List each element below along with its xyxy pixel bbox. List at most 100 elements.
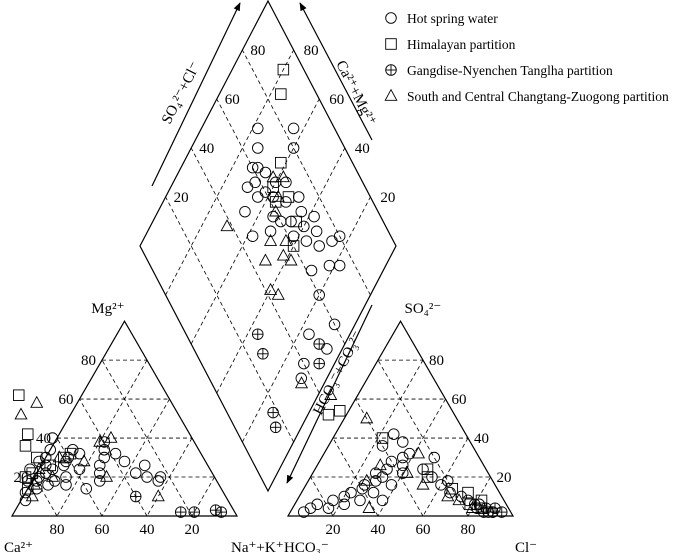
axis-labels: Ca²⁺Mg²⁺Na⁺+K⁺ HCO₃⁻SO₄²⁻Cl⁻SO₄²⁻+Cl⁻ Ca²⁺… [4, 58, 537, 553]
diamond-left-tick-20: 20 [174, 190, 189, 206]
cation-bottom-tick-80: 80 [50, 522, 65, 538]
tick-labels: 80 60 40 20 20 40 60 80 20 40 60 80 20 40 60 80 80 60 40 20… [14, 43, 512, 538]
diamond-point-triangle-8 [276, 248, 290, 261]
anion-point-triangle-6 [416, 477, 430, 490]
diamond-point-circle-8 [280, 176, 292, 189]
diamond-point-circle-0 [246, 161, 259, 174]
legend-entry-circle-plus: Gangdise-Nyenchen Tanglha partition [385, 63, 613, 78]
anion-point-circle-6 [338, 490, 351, 503]
cation-point-triangle-2 [93, 434, 107, 447]
diamond-point-circle-plus-4 [313, 357, 325, 370]
legend-label-triangle: South and Central Changtang-Zuogong part… [407, 89, 669, 104]
diamond-right-tick-60: 60 [329, 92, 344, 108]
cation-point-circle-plus-3 [209, 504, 222, 516]
diamond-point-circle-plus-1 [269, 421, 282, 434]
diamond-grid-b-40 [190, 147, 320, 394]
cation-point-circle-3 [33, 471, 45, 483]
corner-label-cl: Cl⁻ [515, 540, 537, 553]
anion-point-circle-21 [417, 463, 429, 475]
cation-left-tick-40: 40 [36, 431, 51, 447]
diamond-point-circle-39 [264, 225, 277, 238]
diamond-point-circle-23 [333, 230, 346, 242]
diamond-point-circle-27 [303, 328, 315, 340]
diamond-point-circle-15 [287, 230, 300, 242]
anion-grid-hco3-60 [332, 437, 379, 517]
cation-point-circle-17 [93, 459, 106, 472]
series-circle [19, 122, 499, 518]
series-triangle [14, 170, 480, 513]
diamond-right-tick-20: 20 [380, 190, 395, 206]
anion-grid-cl-20 [332, 359, 424, 517]
diamond-point-triangle-10 [264, 282, 278, 295]
anion-point-triangle-2 [360, 411, 374, 424]
diamond-point-triangle-6 [264, 233, 278, 246]
diamond-point-triangle-0 [276, 170, 290, 183]
anion-point-triangle-1 [324, 387, 338, 400]
anion-point-square-1 [322, 408, 335, 421]
diamond-point-circle-17 [308, 210, 320, 223]
anion-point-square-0 [334, 405, 346, 417]
cation-point-triangle-9 [77, 454, 91, 467]
anion-bottom-tick-60: 60 [416, 522, 431, 538]
cation-point-circle-37 [33, 455, 45, 468]
cation-point-square-2 [19, 440, 32, 452]
diamond-left-tick-60: 60 [225, 92, 240, 108]
anion-point-triangle-3 [411, 446, 426, 459]
anion-point-circle-11 [367, 486, 380, 499]
series-square [12, 63, 488, 514]
diamond-frame [139, 0, 397, 493]
diamond-point-triangle-7 [258, 253, 272, 266]
anion-point-square-4 [462, 486, 474, 499]
anion-point-triangle-10 [452, 493, 466, 506]
anion-point-circle-1 [304, 502, 317, 514]
legend-entry-triangle: South and Central Changtang-Zuogong part… [384, 88, 669, 104]
diamond-point-circle-21 [305, 264, 318, 277]
cation-point-circle-26 [152, 475, 164, 487]
cation-grid-na-20 [56, 359, 148, 517]
diamond-point-circle-29 [295, 372, 308, 385]
axis-arrows [151, 2, 373, 484]
anion-grid-cl-40 [377, 398, 446, 517]
diamond-point-square-6 [275, 156, 287, 169]
series-circle-plus [129, 328, 508, 518]
arrow-hco3-co3 [286, 304, 373, 484]
anion-point-circle-24 [444, 486, 456, 499]
corner-label-mg: Mg²⁺ [91, 301, 124, 317]
anion-triangle-frame [286, 319, 515, 517]
diamond-point-triangle-2 [271, 189, 285, 202]
cation-point-square-1 [22, 428, 34, 440]
anion-point-triangle-4 [373, 458, 387, 471]
diamond-point-circle-34 [239, 205, 251, 218]
cation-grid-na-80 [191, 476, 215, 517]
anion-point-circle-23 [435, 479, 447, 491]
diagram-frames [10, 0, 515, 517]
anion-point-circle-31 [397, 436, 409, 448]
cation-grid-ca-20 [101, 359, 193, 517]
anion-point-circle-25 [442, 475, 454, 487]
legend-label-circle-plus: Gangdise-Nyenchen Tanglha partition [407, 63, 613, 78]
anion-point-circle-4 [327, 494, 339, 507]
diamond-point-triangle-11 [269, 204, 283, 217]
diamond-point-circle-plus-0 [267, 406, 279, 419]
anion-point-circle-36 [428, 451, 441, 464]
data-points [12, 63, 508, 518]
cation-point-circle-14 [66, 443, 79, 456]
legend-entry-square: Himalayan partition [385, 37, 516, 52]
anion-point-triangle-11 [362, 500, 376, 513]
diamond-point-circle-9 [267, 210, 279, 223]
anion-point-square-7 [421, 463, 434, 475]
anion-right-tick-80: 80 [429, 353, 444, 369]
anion-point-circle-19 [397, 451, 409, 464]
cation-grid-ca-40 [79, 398, 148, 517]
legend-entry-circle: Hot spring water [385, 11, 498, 26]
anion-point-circle-33 [376, 440, 389, 452]
cation-point-square-7 [58, 451, 70, 464]
diamond-point-circle-33 [287, 122, 300, 135]
anion-point-circle-plus-4 [478, 506, 490, 518]
anion-point-triangle-8 [441, 489, 455, 502]
anion-point-square-3 [421, 471, 434, 483]
diamond-grid-b-60 [216, 98, 346, 345]
diamond-point-square-1 [275, 88, 287, 100]
diamond-right-tick-80: 80 [304, 43, 319, 59]
